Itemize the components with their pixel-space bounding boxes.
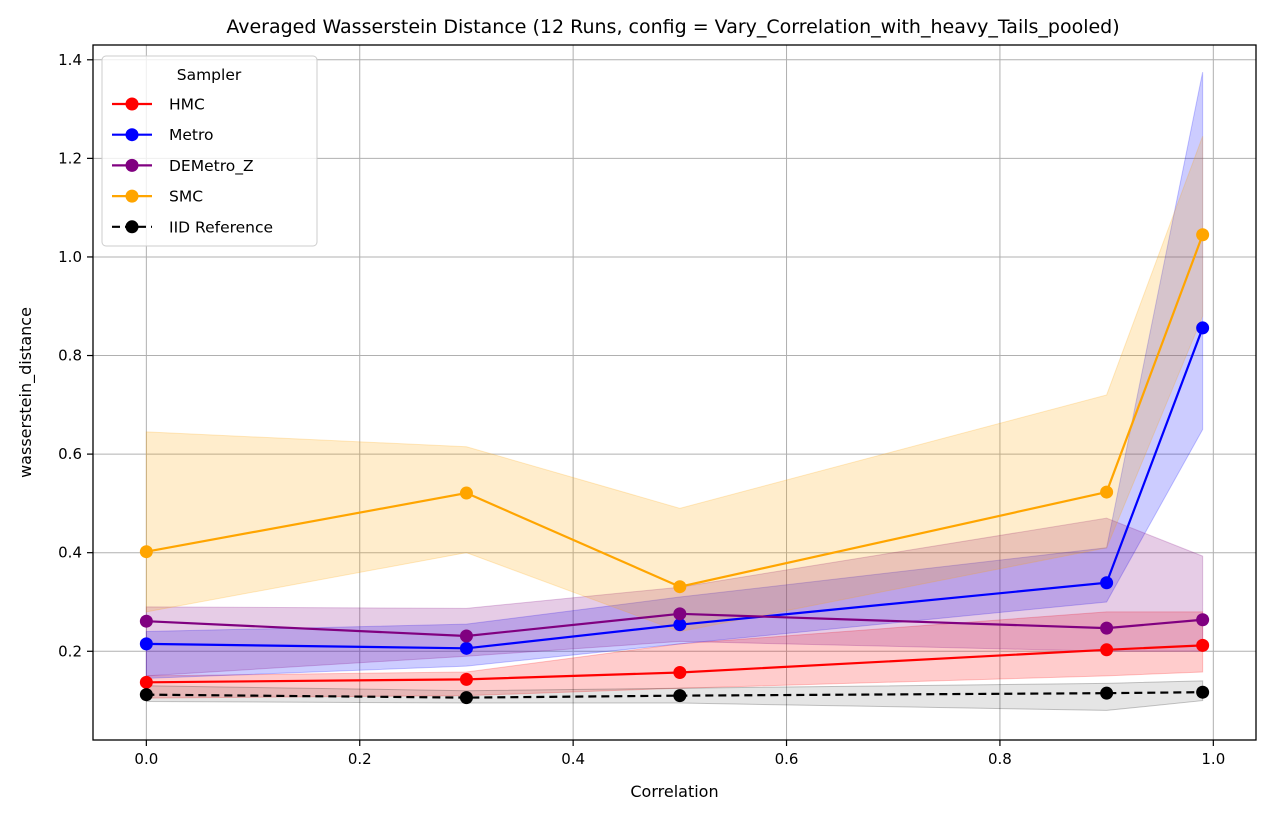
series-points [139,228,1210,705]
x-tick-label: 0.6 [775,750,799,768]
demetro-z-point [673,607,687,621]
hmc-point [1196,638,1210,652]
hmc-point [1100,643,1114,657]
x-tick-label: 1.0 [1201,750,1225,768]
axis-ticks: 0.0 0.2 0.4 0.6 0.8 1.0 0.2 0.4 0.6 0.8 1.0 1.2 1.4 [58,51,1225,768]
x-axis-title: Correlation [630,782,718,801]
iid-reference-point [459,691,473,705]
y-tick-label: 1.0 [58,248,82,266]
x-tick-label: 0.4 [561,750,585,768]
legend-box [101,55,318,247]
iid-reference-point [1196,685,1210,699]
legend-label-iid-reference: IID Reference [169,218,273,236]
y-tick-label: 0.2 [58,642,82,660]
demetro-z-point [459,629,473,643]
legend: Sampler HMC Metro DEMetro_Z SMC IID Referenc… [101,55,318,247]
hmc-point [673,665,687,679]
smc-point [1100,485,1114,499]
confidence-bands [145,72,1204,711]
legend-item-iid-reference: IID Reference [112,218,273,236]
y-tick-label: 0.4 [58,544,82,562]
x-tick-label: 0.8 [988,750,1012,768]
smc-point [673,580,687,594]
y-tick-label: 1.2 [58,149,82,167]
y-axis-title: wasserstein_distance [16,307,36,478]
iid-reference-point [139,688,153,702]
legend-items: HMC Metro DEMetro_Z SMC IID Reference [112,96,273,236]
demetro-z-point [1100,621,1114,635]
metro-point [1100,576,1114,590]
legend-marker-hmc [125,97,139,111]
chart-title: Averaged Wasserstein Distance (12 Runs, … [226,16,1119,38]
x-tick-label: 0.2 [348,750,372,768]
smc-point [459,486,473,500]
smc-point [139,545,153,559]
legend-item-demetro-z: DEMetro_Z [112,157,254,176]
hmc-point [459,672,473,686]
legend-label-metro: Metro [169,126,214,144]
metro-point [139,637,153,651]
legend-item-hmc: HMC [112,96,205,114]
legend-item-metro: Metro [112,126,214,144]
iid-reference-point [1100,686,1114,700]
demetro-z-point [1196,613,1210,627]
legend-title: Sampler [177,66,242,84]
legend-marker-metro [125,128,139,142]
demetro-z-point [139,614,153,628]
y-tick-label: 1.4 [58,51,82,69]
legend-marker-iid-reference [125,220,139,234]
metro-point [1196,321,1210,335]
plot-frame [92,44,1257,741]
y-tick-label: 0.6 [58,445,82,463]
smc-point [1196,228,1210,242]
legend-label-demetro-z: DEMetro_Z [169,157,254,176]
legend-item-smc: SMC [112,188,203,206]
legend-label-smc: SMC [169,188,203,206]
y-tick-label: 0.8 [58,347,82,365]
metro-point [459,641,473,655]
smc-band [145,136,1204,633]
metro-point [673,618,687,632]
legend-label-hmc: HMC [169,96,205,114]
iid-reference-point [673,689,687,703]
legend-marker-demetro-z [125,158,139,172]
hmc-point [139,675,153,689]
legend-marker-smc [125,189,139,203]
x-tick-label: 0.0 [134,750,158,768]
metro-band [145,72,1204,679]
